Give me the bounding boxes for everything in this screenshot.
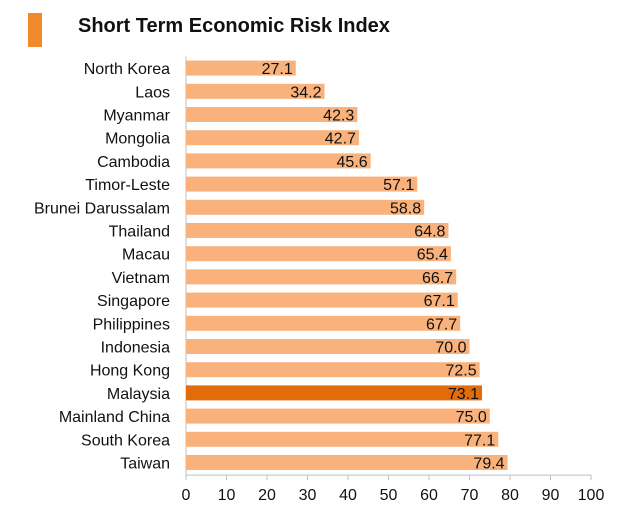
data-label: 67.1 (424, 293, 455, 310)
data-label: 70.0 (435, 340, 466, 357)
bar-taiwan (186, 455, 508, 470)
x-tick-label: 70 (461, 487, 479, 504)
data-label: 27.1 (262, 61, 293, 78)
bar-cambodia (186, 153, 371, 169)
title-accent-mark (28, 13, 42, 47)
bar-myanmar (186, 107, 358, 122)
data-label: 34.2 (290, 84, 321, 101)
category-label: Cambodia (97, 154, 170, 171)
category-label: Mongolia (105, 131, 170, 148)
bar-vietnam (186, 269, 457, 285)
bar-thailand (186, 223, 449, 238)
category-label: Hong Kong (90, 363, 170, 380)
category-label: Singapore (97, 293, 170, 310)
bar-brunei-darussalam (186, 199, 425, 215)
data-label: 79.4 (473, 456, 504, 473)
bar-hong-kong (186, 362, 480, 378)
data-label: 67.7 (426, 316, 457, 333)
bar-singapore (186, 292, 458, 308)
category-label: Timor-Leste (85, 177, 170, 194)
data-label: 45.6 (337, 154, 368, 171)
data-label: 42.3 (323, 108, 354, 125)
category-label: Brunei Darussalam (34, 200, 170, 217)
category-label: North Korea (84, 61, 170, 78)
x-tick-label: 80 (501, 487, 519, 504)
bar-south-korea (186, 431, 499, 447)
category-label: South Korea (81, 432, 170, 449)
data-label: 73.1 (448, 386, 479, 403)
bar-laos (186, 83, 325, 99)
category-label: Philippines (93, 316, 170, 333)
bar-timor-leste (186, 176, 418, 192)
bar-north-korea (186, 60, 296, 76)
category-label: Laos (135, 84, 170, 101)
data-label: 77.1 (464, 432, 495, 449)
category-label: Thailand (109, 224, 170, 241)
bar-mongolia (186, 130, 359, 146)
category-label: Macau (122, 247, 170, 264)
x-tick-label: 30 (299, 487, 317, 504)
x-tick-label: 10 (218, 487, 236, 504)
x-tick-label: 40 (339, 487, 357, 504)
category-label: Myanmar (103, 108, 170, 125)
data-label: 72.5 (445, 363, 476, 380)
bar-macau (186, 246, 451, 262)
x-tick-label: 60 (420, 487, 438, 504)
bar-malaysia (186, 385, 483, 401)
data-label: 42.7 (325, 131, 356, 148)
category-label: Taiwan (120, 456, 170, 473)
x-tick-label: 90 (542, 487, 560, 504)
x-tick-label: 100 (578, 487, 605, 504)
data-label: 75.0 (456, 409, 487, 426)
x-tick-label: 0 (182, 487, 191, 504)
chart-title: Short Term Economic Risk Index (78, 15, 390, 37)
x-tick-label: 50 (380, 487, 398, 504)
bar-indonesia (186, 339, 470, 354)
category-label: Vietnam (112, 270, 170, 287)
data-label: 64.8 (414, 224, 445, 241)
data-label: 57.1 (383, 177, 414, 194)
data-label: 58.8 (390, 200, 421, 217)
category-label: Malaysia (107, 386, 170, 403)
bar-mainland-china (186, 408, 490, 424)
x-tick-label: 20 (258, 487, 276, 504)
data-label: 65.4 (417, 247, 448, 264)
category-label: Mainland China (59, 409, 170, 426)
bar-philippines (186, 315, 461, 331)
data-label: 66.7 (422, 270, 453, 287)
category-label: Indonesia (101, 340, 170, 357)
